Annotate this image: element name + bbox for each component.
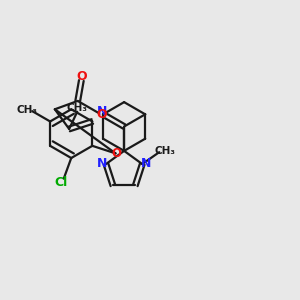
Text: N: N: [97, 157, 107, 170]
Text: CH₃: CH₃: [16, 105, 37, 115]
Text: N: N: [141, 157, 152, 170]
Text: O: O: [96, 108, 107, 121]
Text: N: N: [97, 105, 108, 119]
Text: Cl: Cl: [54, 176, 68, 189]
Text: O: O: [112, 147, 122, 160]
Text: O: O: [76, 70, 87, 83]
Text: CH₃: CH₃: [67, 103, 88, 113]
Text: CH₃: CH₃: [154, 146, 175, 156]
